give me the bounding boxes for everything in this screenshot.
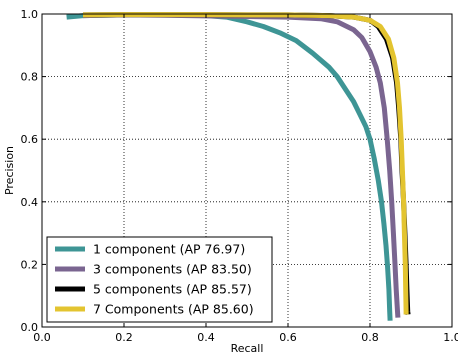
y-tick-label: 0.0 xyxy=(21,321,39,334)
x-tick-label: 0.2 xyxy=(115,331,133,344)
x-tick-label: 1.0 xyxy=(443,331,458,344)
x-axis-label: Recall xyxy=(231,342,264,355)
legend: 1 component (AP 76.97) 3 components (AP 8… xyxy=(46,236,273,323)
y-tick-label: 0.2 xyxy=(21,258,39,271)
ticks: 0.0 0.2 0.4 0.6 0.8 1.0 0.0 0.2 0.4 0.6 0.8 1.0 xyxy=(21,8,458,344)
y-tick-label: 0.4 xyxy=(21,196,39,209)
plot-frame xyxy=(41,13,453,328)
y-tick-label: 0.8 xyxy=(21,71,39,84)
y-axis-label: Precision xyxy=(3,146,16,195)
x-tick-label: 0.8 xyxy=(361,331,379,344)
series-group xyxy=(66,12,411,321)
y-tick-label: 1.0 xyxy=(21,8,39,21)
legend-label-4: 7 Components (AP 85.60) xyxy=(93,302,254,317)
x-tick-label: 0.4 xyxy=(197,331,215,344)
x-tick-label: 0.0 xyxy=(33,331,51,344)
legend-label-2: 3 components (AP 83.50) xyxy=(93,262,252,277)
legend-label-3: 5 components (AP 85.57) xyxy=(93,282,252,297)
legend-label-1: 1 component (AP 76.97) xyxy=(93,242,245,257)
series-line-4 xyxy=(82,12,409,315)
y-tick-label: 0.6 xyxy=(21,133,39,146)
x-tick-label: 0.6 xyxy=(279,331,297,344)
